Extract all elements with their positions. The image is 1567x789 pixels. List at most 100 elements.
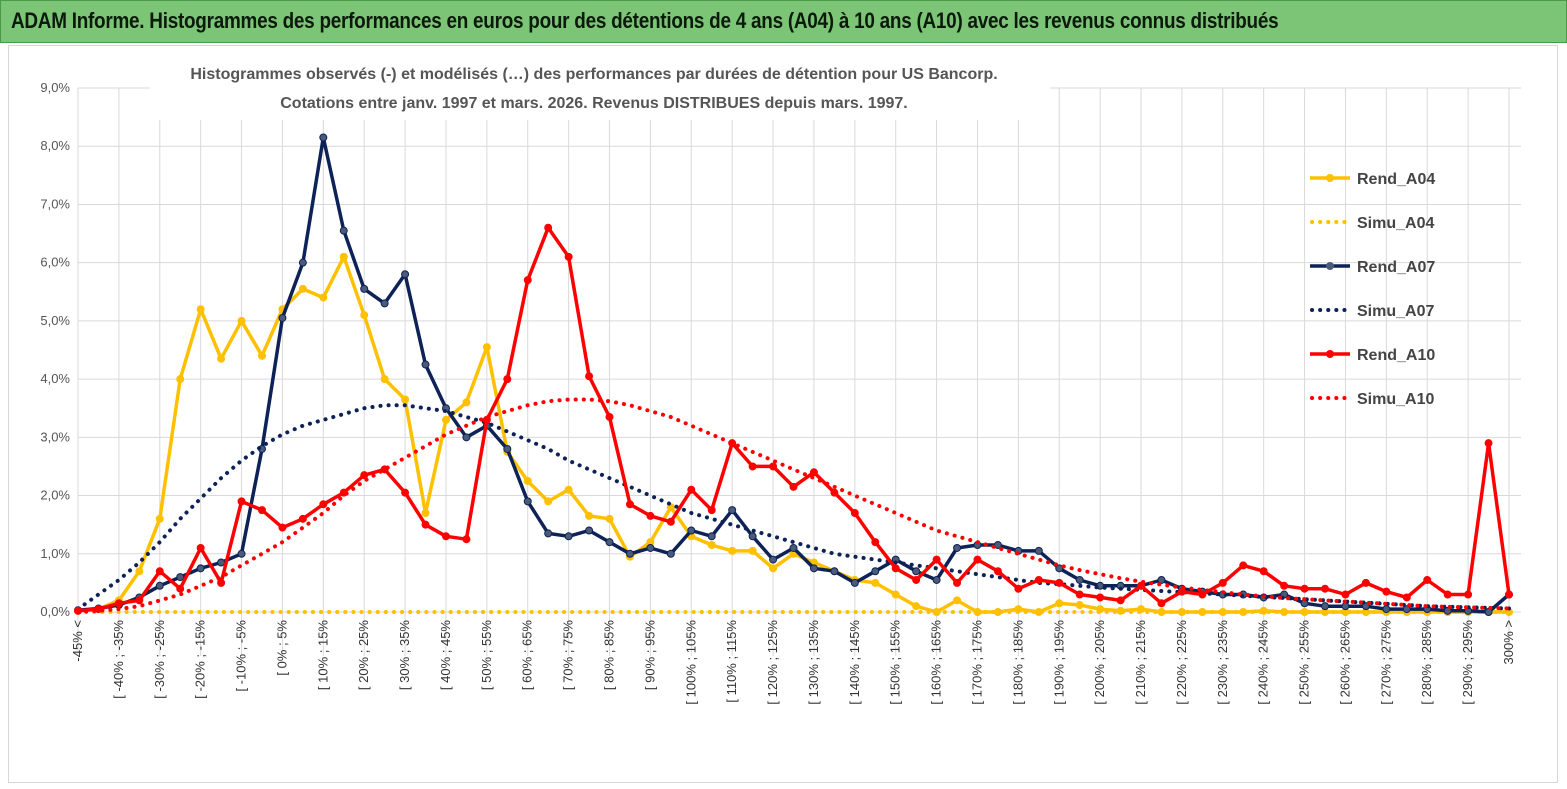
- data-point-rend-a10: [298, 514, 307, 523]
- data-point-rend-a07: [1382, 605, 1391, 614]
- data-point-rend-a07: [1034, 546, 1043, 555]
- x-tick-label: [ -20% ; -15%: [193, 620, 208, 699]
- data-point-rend-a07: [319, 133, 328, 142]
- data-point-rend-a07: [1055, 564, 1064, 573]
- x-tick-label: [ 0% ; 5%: [274, 620, 289, 676]
- data-point-rend-a10: [1505, 590, 1513, 599]
- x-tick-label: [ 20% ; 25%: [356, 620, 371, 691]
- data-point-rend-a04: [1055, 599, 1064, 608]
- data-point-rend-a10: [257, 506, 266, 515]
- data-point-rend-a04: [155, 514, 164, 523]
- legend-marker: [1326, 350, 1334, 358]
- x-tick-label: [ 10% ; 15%: [315, 620, 330, 691]
- data-point-rend-a10: [564, 252, 573, 261]
- data-point-rend-a07: [196, 564, 205, 573]
- data-point-rend-a10: [1055, 578, 1064, 587]
- data-point-rend-a04: [523, 477, 532, 485]
- data-point-rend-a10: [1259, 567, 1268, 576]
- x-tick-label: [ 120% ; 125%: [765, 620, 780, 705]
- data-point-rend-a04: [605, 514, 614, 523]
- y-tick-label: 4,0%: [40, 371, 70, 386]
- data-point-rend-a04: [953, 596, 962, 605]
- data-point-rend-a10: [646, 511, 655, 520]
- x-tick-label: [ 270% ; 275%: [1378, 620, 1393, 705]
- data-point-rend-a10: [155, 567, 164, 576]
- data-point-rend-a10: [666, 517, 675, 526]
- data-point-rend-a10: [441, 532, 450, 541]
- data-point-rend-a07: [728, 506, 737, 515]
- data-point-rend-a10: [625, 500, 634, 509]
- data-point-rend-a07: [1075, 575, 1084, 584]
- chart-subtitle-line-1: Histogrammes observés (-) et modélisés (…: [190, 66, 997, 83]
- data-point-rend-a10: [1443, 590, 1452, 599]
- data-point-rend-a07: [278, 313, 287, 322]
- data-point-rend-a10: [1157, 599, 1166, 608]
- data-point-rend-a07: [298, 258, 307, 267]
- data-point-rend-a07: [339, 226, 348, 235]
- x-tick-label: [ 150% ; 155%: [888, 620, 903, 705]
- data-point-rend-a10: [278, 523, 287, 532]
- data-point-rend-a10: [585, 372, 594, 381]
- y-tick-label: 0,0%: [40, 604, 70, 619]
- data-point-rend-a07: [850, 578, 859, 587]
- data-point-rend-a10: [196, 543, 205, 552]
- data-point-rend-a10: [421, 520, 430, 529]
- data-point-rend-a07: [1361, 602, 1370, 611]
- data-point-rend-a10: [135, 596, 144, 605]
- data-point-rend-a10: [891, 564, 900, 573]
- y-tick-label: 5,0%: [40, 313, 70, 328]
- y-tick-label: 6,0%: [40, 255, 70, 270]
- data-point-rend-a10: [1464, 590, 1473, 599]
- data-point-rend-a10: [1218, 578, 1227, 587]
- x-tick-label: [ 190% ; 195%: [1051, 620, 1066, 705]
- data-point-rend-a10: [462, 535, 471, 544]
- data-point-rend-a10: [1341, 590, 1350, 599]
- data-point-rend-a10: [912, 575, 921, 584]
- data-point-rend-a04: [339, 252, 348, 261]
- data-point-rend-a10: [319, 500, 328, 509]
- x-tick-label: [ 60% ; 65%: [520, 620, 535, 691]
- x-tick-label: [ 280% ; 285%: [1419, 620, 1434, 705]
- data-point-rend-a04: [912, 602, 921, 611]
- x-tick-label: [ 290% ; 295%: [1460, 620, 1475, 705]
- data-point-rend-a04: [482, 343, 491, 352]
- data-point-rend-a04: [462, 398, 471, 407]
- data-point-rend-a10: [1137, 581, 1146, 590]
- data-point-rend-a10: [809, 468, 818, 477]
- data-point-rend-a10: [973, 555, 982, 564]
- data-point-rend-a07: [1157, 575, 1166, 584]
- data-point-rend-a10: [1321, 584, 1330, 593]
- data-point-rend-a07: [912, 567, 921, 576]
- data-point-rend-a04: [891, 590, 900, 599]
- x-tick-label: [ -10% ; -5%: [234, 620, 249, 692]
- data-point-rend-a04: [564, 485, 573, 494]
- series-layer: [74, 133, 1513, 616]
- data-point-rend-a07: [155, 581, 164, 590]
- data-point-rend-a10: [830, 488, 839, 497]
- data-point-rend-a07: [646, 543, 655, 552]
- data-point-rend-a04: [319, 293, 328, 302]
- legend-label: Simu_A07: [1357, 303, 1434, 320]
- legend-label: Simu_A04: [1357, 215, 1434, 232]
- title-banner: ADAM Informe. Histogrammes des performan…: [0, 0, 1567, 43]
- data-point-rend-a07: [1443, 606, 1452, 615]
- legend: Rend_A04 Simu_A04 Rend_A07 Simu_A07 Rend_A10…: [1310, 171, 1435, 408]
- data-point-rend-a07: [380, 299, 389, 308]
- x-tick-label: [ 30% ; 35%: [397, 620, 412, 691]
- x-tick-label: [ -40% ; -35%: [111, 620, 126, 699]
- data-point-rend-a10: [1034, 575, 1043, 584]
- x-axis-ticks: -45% < [ -40% ; -35% [ -30% ; -25% [ -20% ;…: [70, 620, 1516, 705]
- data-point-rend-a07: [401, 270, 410, 279]
- data-point-rend-a07: [503, 444, 512, 453]
- x-tick-label: [ 180% ; 185%: [1010, 620, 1025, 705]
- data-point-rend-a04: [360, 311, 369, 320]
- x-tick-label: [ 80% ; 85%: [602, 620, 617, 691]
- data-point-rend-a10: [789, 482, 798, 491]
- data-point-rend-a07: [1402, 605, 1411, 614]
- x-tick-label: [ 90% ; 95%: [642, 620, 657, 691]
- x-tick-label: [ 170% ; 175%: [969, 620, 984, 705]
- data-point-rend-a07: [585, 526, 594, 535]
- data-point-rend-a07: [809, 564, 818, 573]
- data-point-rend-a10: [1280, 581, 1289, 590]
